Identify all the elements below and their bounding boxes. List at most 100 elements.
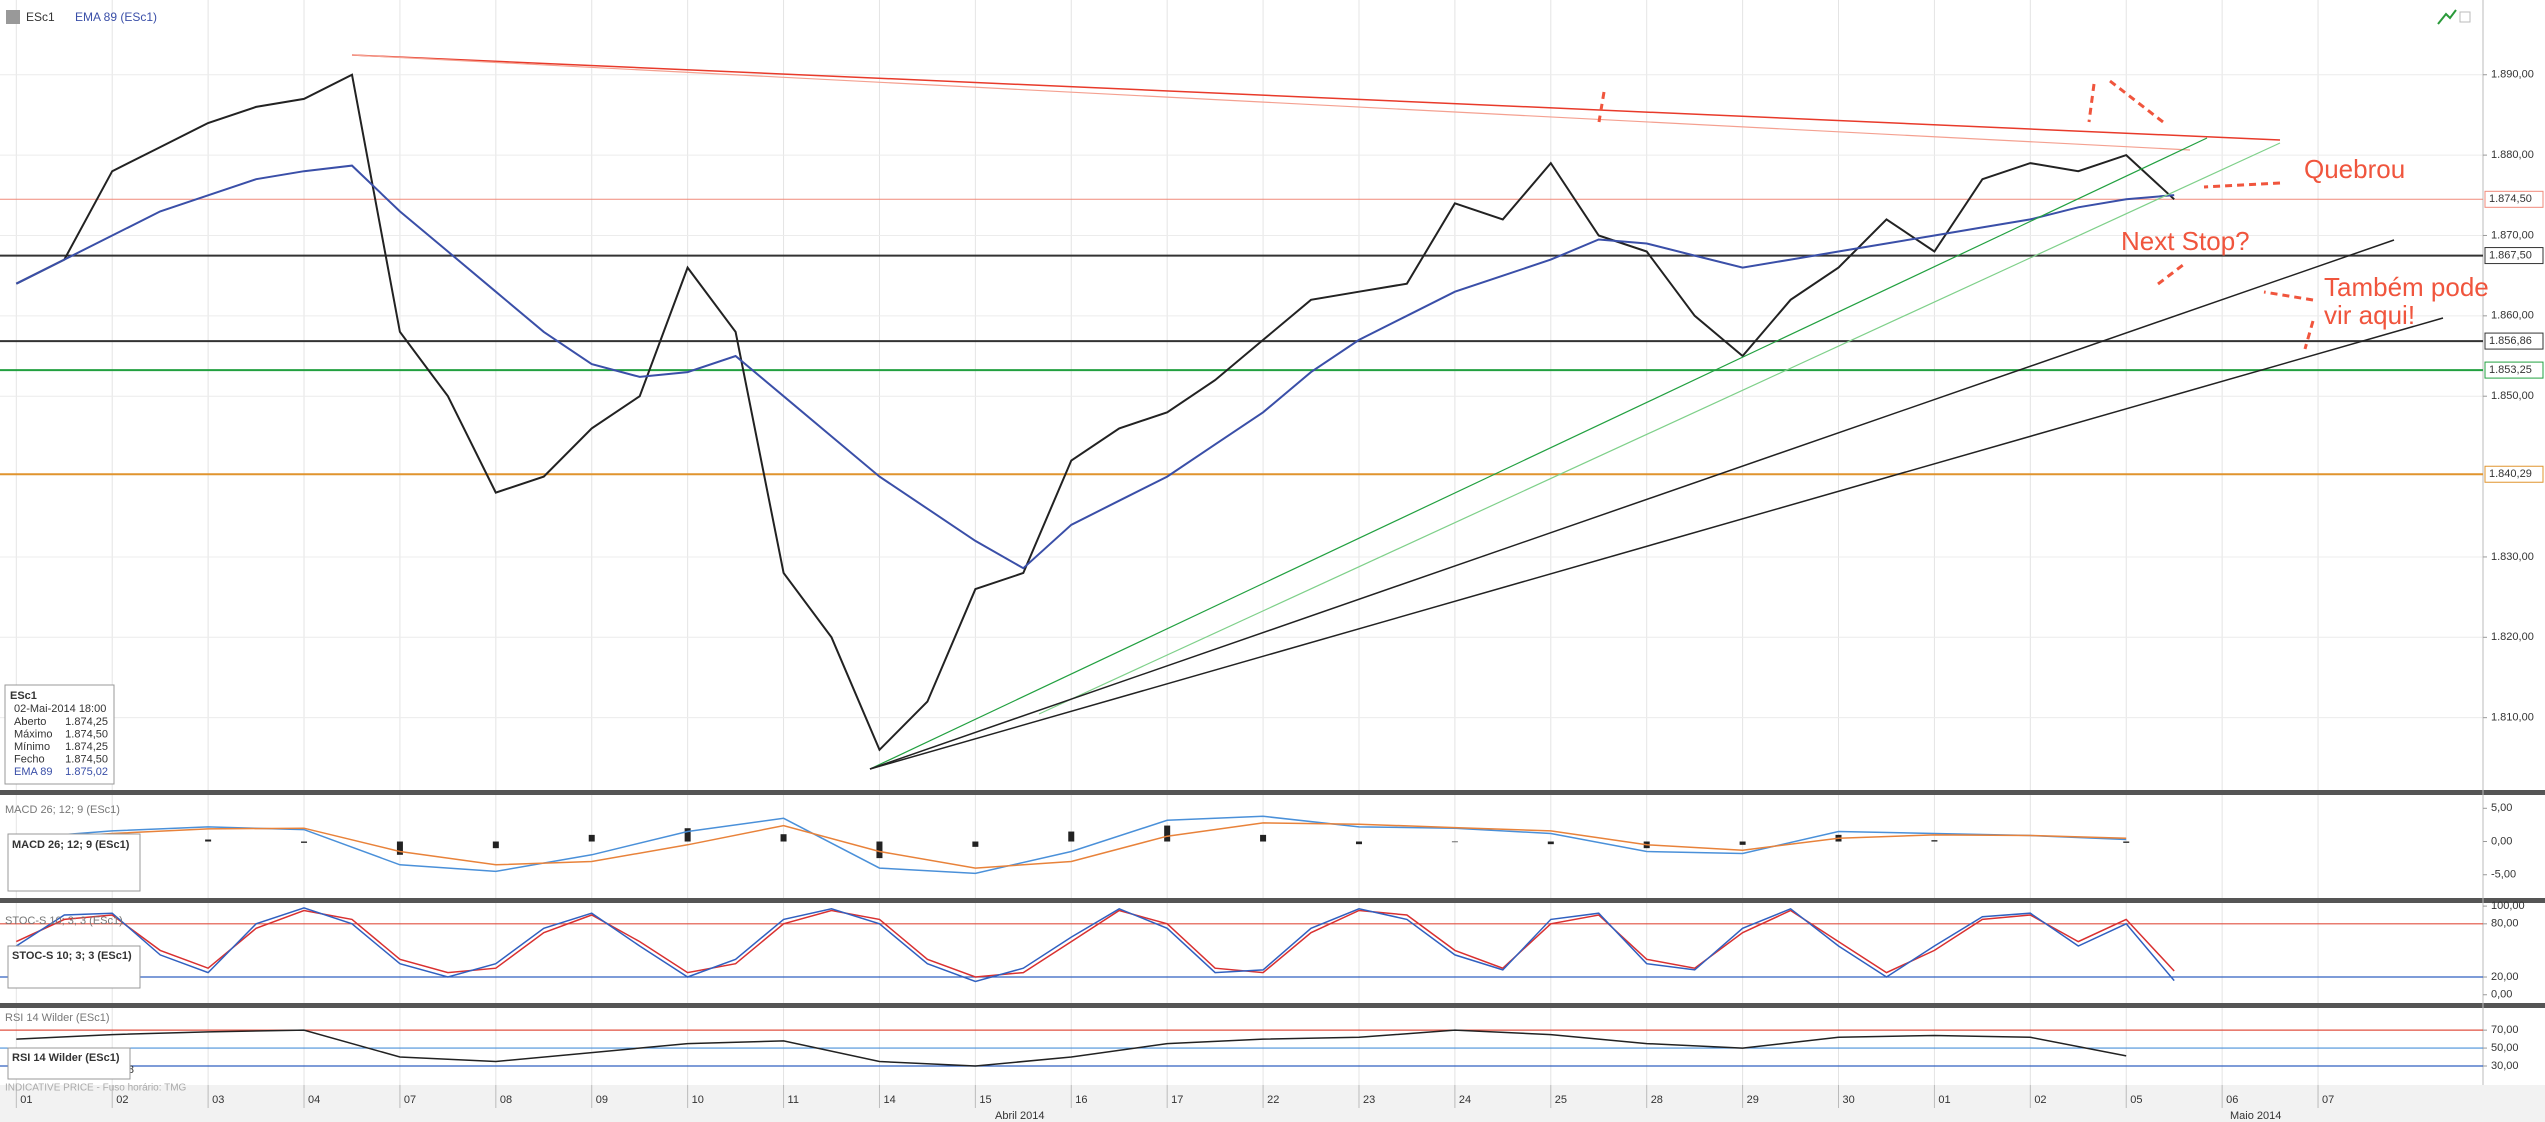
x-tick-label: 01	[1938, 1094, 1950, 1106]
x-tick-label: 07	[404, 1094, 416, 1106]
histogram-bar	[1547, 841, 1554, 845]
y-tick-label: 1.830,00	[2491, 551, 2534, 563]
y-tick-label: 0,00	[2491, 835, 2512, 847]
panel-label[interactable]: MACD 26; 12; 9 (ESc1)	[5, 804, 120, 816]
annotation: vir aqui!	[2324, 300, 2415, 330]
histogram-bar	[396, 841, 403, 855]
series-line	[15, 907, 2175, 983]
level-label: 1.853,25	[2489, 364, 2532, 376]
histogram-bar	[972, 841, 979, 847]
histogram-bar	[205, 839, 212, 842]
arrow	[2263, 290, 2314, 302]
y-tick-label: 1.890,00	[2491, 69, 2534, 81]
trend-tool-icon[interactable]	[2437, 9, 2457, 25]
y-tick-label: 20,00	[2491, 971, 2519, 983]
arrow	[2303, 320, 2315, 350]
legend-box	[7, 1047, 131, 1080]
level-label-box	[2484, 247, 2544, 265]
y-tick-label: 50,00	[2491, 1042, 2519, 1054]
histogram-bar	[301, 841, 308, 843]
grid	[0, 0, 2483, 1085]
y-tick-label: 5,00	[2491, 802, 2512, 814]
legend-title: RSI 14 Wilder (ESc1)	[12, 1052, 120, 1064]
annotation: Também pode	[2324, 272, 2489, 302]
x-tick-label: 01	[20, 1094, 32, 1106]
x-tick-label: 16	[1075, 1094, 1087, 1106]
level-label: 1.840,29	[2489, 468, 2532, 480]
chart-icon[interactable]	[6, 10, 20, 24]
histogram-bar	[2123, 841, 2130, 843]
x-tick-label: 03	[212, 1094, 224, 1106]
x-tick-label: 23	[1363, 1094, 1375, 1106]
histogram-bar	[1739, 841, 1746, 845]
x-tick-label: 28	[1651, 1094, 1663, 1106]
y-tick-label: 80,00	[2491, 918, 2519, 930]
window-icon[interactable]	[2459, 11, 2471, 23]
histogram-bar	[492, 841, 499, 849]
y-tick-label: 70,00	[2491, 1024, 2519, 1036]
info-label: Fecho	[14, 753, 45, 765]
trend-line	[1038, 142, 2281, 715]
histogram-bar	[780, 834, 787, 842]
histogram-bar	[684, 828, 691, 842]
info-value: 1.874,25	[65, 716, 108, 728]
level-label: 1.867,50	[2489, 249, 2532, 261]
footer-note: INDICATIVE PRICE - Fuso horário: TMG	[5, 1083, 187, 1094]
y-tick-label: 1.870,00	[2491, 229, 2534, 241]
histogram-bar	[1355, 841, 1362, 845]
level-label-box	[2484, 465, 2544, 483]
x-tick-label: 08	[500, 1094, 512, 1106]
indicator-name[interactable]: EMA 89 (ESc1)	[75, 10, 157, 24]
month-label: Abril 2014	[995, 1110, 1045, 1122]
x-tick-label: 07	[2322, 1094, 2334, 1106]
legend-box	[7, 833, 141, 892]
info-label: Máximo	[14, 728, 53, 740]
panel-label[interactable]: STOC-S 10; 3; 3 (ESc1)	[5, 915, 123, 927]
x-tick-label: 09	[596, 1094, 608, 1106]
info-value: 1.874,50	[65, 728, 108, 740]
trend-line	[869, 137, 2208, 770]
instrument-name[interactable]: ESc1	[26, 10, 55, 24]
info-label: EMA 89	[14, 766, 53, 778]
x-tick-label: 05	[2130, 1094, 2142, 1106]
series-line	[15, 164, 2175, 570]
arrows	[1597, 79, 2315, 350]
info-box-frame	[4, 684, 115, 785]
annotation: Quebrou	[2304, 154, 2405, 184]
month-label: Maio 2014	[2230, 1110, 2281, 1122]
trend-lines	[351, 54, 2444, 770]
legend-title: MACD 26; 12; 9 (ESc1)	[12, 839, 130, 851]
trend-line	[869, 239, 2395, 770]
x-tick-label: 15	[979, 1094, 991, 1106]
x-tick-label: 06	[2226, 1094, 2238, 1106]
info-label: Aberto	[14, 716, 46, 728]
info-rows: Aberto 1.874,25 Máximo 1.874,50 Mínimo 1.874,…	[14, 716, 108, 778]
panel-separator	[0, 790, 2545, 795]
info-value: 1.874,25	[65, 741, 108, 753]
annotation: Next Stop?	[2121, 226, 2250, 256]
y-tick-label: 1.810,00	[2491, 712, 2534, 724]
info-box: ESc1 02-Mai-2014 18:00 Aberto 1.874,25 Máx…	[4, 684, 115, 785]
legend-title: STOC-S 10; 3; 3 (ESc1)	[12, 950, 132, 962]
y-tick-label: -5,00	[2491, 869, 2516, 881]
level-label-box	[2484, 190, 2544, 208]
y-tick-label: 30,00	[2491, 1060, 2519, 1072]
panel-label[interactable]: RSI 14 Wilder (ESc1)	[5, 1012, 110, 1024]
y-tick-label: 100,00	[2491, 900, 2525, 912]
x-tick-label: 02	[2034, 1094, 2046, 1106]
arrow	[1597, 91, 1606, 123]
histogram-bar	[876, 841, 883, 859]
y-tick-label: 1.880,00	[2491, 149, 2534, 161]
histogram-bar	[1451, 841, 1458, 843]
arrow	[2157, 263, 2184, 286]
x-tick-label: 10	[692, 1094, 704, 1106]
series-line	[16, 822, 2127, 869]
info-label: Mínimo	[14, 741, 50, 753]
level-label-box	[2484, 361, 2544, 379]
histogram-bar	[1931, 840, 1938, 842]
info-value: 1.874,50	[65, 753, 108, 765]
x-tick-label: 30	[1843, 1094, 1855, 1106]
histogram-bar	[1164, 825, 1171, 842]
plot: 01 02 03 04 07 08 09 10 11 14 15 16 17 22 23 24 25 28 29 30…	[0, 69, 2544, 1108]
series-line	[15, 909, 2175, 978]
